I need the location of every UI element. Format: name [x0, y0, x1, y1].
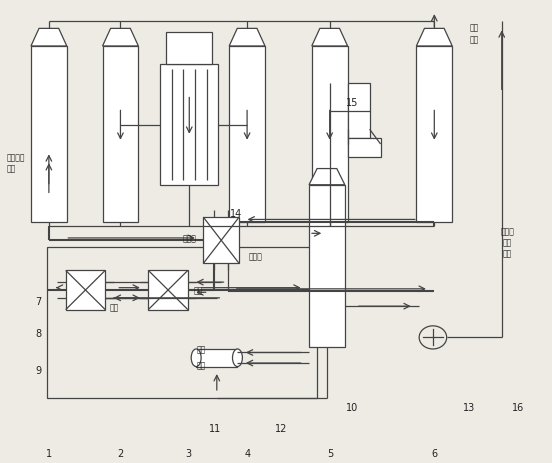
Text: 二氧化硫
烟气: 二氧化硫 烟气 [6, 153, 25, 173]
Text: 1: 1 [45, 449, 52, 458]
Bar [416, 47, 452, 222]
Polygon shape [103, 29, 139, 47]
Text: 12: 12 [275, 423, 288, 433]
Text: 15: 15 [346, 98, 358, 107]
Bar [166, 33, 213, 65]
Bar [161, 65, 218, 185]
Ellipse shape [232, 349, 242, 367]
Bar [103, 47, 139, 222]
Text: 4: 4 [245, 449, 251, 458]
Text: 7: 7 [35, 296, 41, 306]
Bar [203, 218, 239, 264]
Bar [148, 271, 188, 310]
Text: 10: 10 [346, 402, 358, 412]
Bar [31, 47, 67, 222]
Bar [66, 271, 105, 310]
Text: 蜒气: 蜒气 [196, 344, 205, 354]
Bar [196, 349, 237, 367]
Bar [229, 47, 265, 222]
Bar [348, 139, 381, 157]
Text: 5: 5 [327, 449, 333, 458]
Text: 13: 13 [463, 402, 475, 412]
Polygon shape [31, 29, 67, 47]
Text: 蜒气: 蜒气 [193, 286, 203, 295]
Text: 送硫酸
制酸
系统: 送硫酸 制酸 系统 [500, 227, 514, 258]
Text: 循环水: 循环水 [182, 234, 197, 243]
Bar [348, 84, 370, 139]
Text: 循环水: 循环水 [248, 252, 262, 261]
Text: 6: 6 [432, 449, 438, 458]
Polygon shape [416, 29, 452, 47]
Text: 排入
高空: 排入 高空 [470, 24, 479, 44]
Text: 16: 16 [512, 402, 524, 412]
Text: 3: 3 [185, 449, 191, 458]
Polygon shape [309, 169, 345, 185]
Text: 蜒气: 蜒气 [110, 303, 119, 312]
Text: 8: 8 [35, 328, 41, 338]
Text: 11: 11 [209, 423, 221, 433]
Polygon shape [312, 29, 348, 47]
Text: 蜒气: 蜒气 [196, 361, 205, 370]
Bar [47, 248, 317, 398]
Text: 14: 14 [230, 208, 242, 219]
Bar [312, 47, 348, 222]
Text: 2: 2 [117, 449, 123, 458]
Ellipse shape [191, 349, 201, 367]
Text: 9: 9 [35, 365, 41, 375]
Polygon shape [229, 29, 265, 47]
Bar [309, 185, 345, 347]
